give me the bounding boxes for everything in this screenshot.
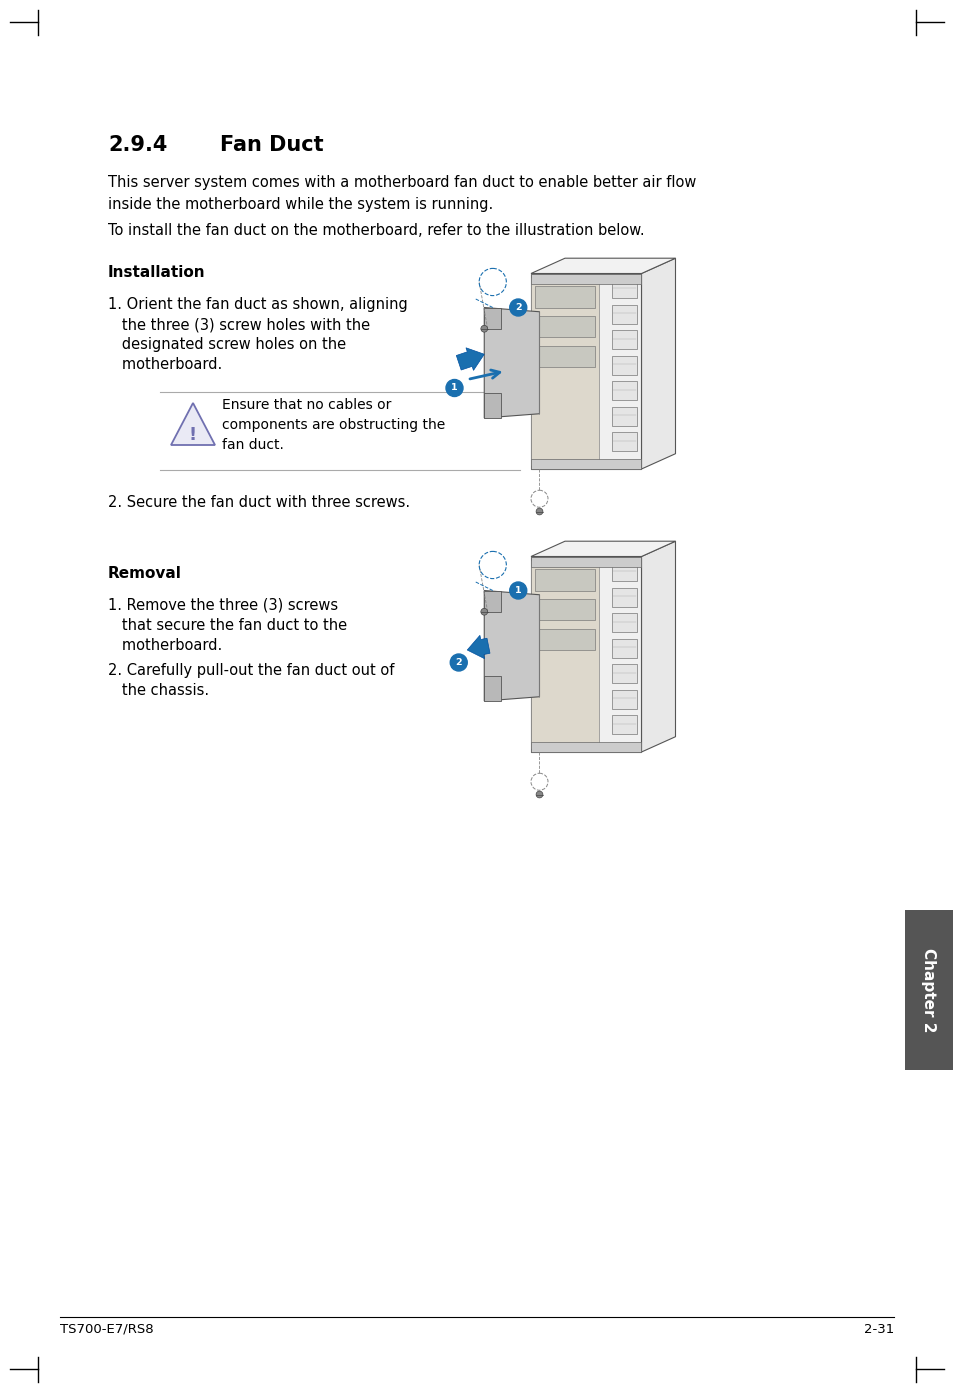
Bar: [611, 562, 637, 580]
Bar: [531, 278, 598, 465]
Bar: [531, 273, 640, 284]
Text: 2: 2: [455, 658, 461, 667]
Text: To install the fan duct on the motherboard, refer to the illustration below.: To install the fan duct on the motherboa…: [108, 223, 644, 238]
Bar: [611, 280, 637, 298]
Circle shape: [509, 299, 526, 316]
Bar: [535, 316, 594, 337]
Text: 1: 1: [515, 586, 521, 594]
Text: the three (3) screw holes with the: the three (3) screw holes with the: [108, 317, 370, 333]
Bar: [611, 587, 637, 607]
Text: Ensure that no cables or
components are obstructing the
fan duct.: Ensure that no cables or components are …: [222, 398, 445, 452]
Bar: [531, 557, 640, 567]
Circle shape: [536, 508, 542, 515]
Circle shape: [446, 380, 462, 397]
Bar: [531, 273, 640, 469]
Text: inside the motherboard while the system is running.: inside the motherboard while the system …: [108, 198, 493, 212]
Bar: [535, 629, 594, 650]
Text: This server system comes with a motherboard fan duct to enable better air flow: This server system comes with a motherbo…: [108, 175, 696, 189]
Bar: [535, 345, 594, 367]
Text: the chassis.: the chassis.: [108, 683, 209, 697]
Bar: [531, 557, 640, 752]
Text: Chapter 2: Chapter 2: [921, 948, 936, 1033]
Bar: [535, 287, 594, 308]
Bar: [904, 910, 953, 1070]
Bar: [611, 433, 637, 451]
Polygon shape: [484, 590, 539, 702]
Circle shape: [450, 654, 467, 671]
Bar: [531, 742, 640, 752]
Text: 2-31: 2-31: [862, 1322, 893, 1336]
Bar: [611, 614, 637, 632]
Text: 1. Orient the fan duct as shown, aligning: 1. Orient the fan duct as shown, alignin…: [108, 296, 407, 312]
Text: that secure the fan duct to the: that secure the fan duct to the: [108, 618, 347, 633]
Circle shape: [509, 582, 526, 599]
Text: Installation: Installation: [108, 264, 206, 280]
Bar: [611, 664, 637, 683]
Polygon shape: [484, 675, 500, 702]
Circle shape: [480, 608, 487, 615]
Polygon shape: [484, 308, 539, 418]
Polygon shape: [640, 258, 675, 469]
Bar: [611, 381, 637, 400]
Text: 1. Remove the three (3) screws: 1. Remove the three (3) screws: [108, 599, 337, 612]
Bar: [531, 561, 598, 748]
Bar: [535, 569, 594, 590]
Bar: [531, 459, 640, 469]
Text: designated screw holes on the: designated screw holes on the: [108, 337, 346, 352]
FancyArrow shape: [467, 635, 490, 658]
Text: motherboard.: motherboard.: [108, 638, 222, 653]
Bar: [611, 330, 637, 349]
Text: 2. Secure the fan duct with three screws.: 2. Secure the fan duct with three screws…: [108, 496, 410, 509]
Text: Fan Duct: Fan Duct: [220, 135, 323, 155]
Text: 2.9.4: 2.9.4: [108, 135, 167, 155]
Polygon shape: [484, 393, 500, 418]
Bar: [611, 305, 637, 324]
Polygon shape: [484, 590, 500, 611]
Text: 1: 1: [451, 384, 457, 393]
FancyArrow shape: [456, 348, 484, 370]
Text: 2: 2: [515, 303, 521, 312]
Text: Removal: Removal: [108, 567, 182, 580]
Polygon shape: [640, 541, 675, 752]
Bar: [611, 356, 637, 374]
Polygon shape: [171, 404, 214, 445]
Polygon shape: [531, 541, 675, 557]
Text: TS700-E7/RS8: TS700-E7/RS8: [60, 1322, 153, 1336]
Bar: [611, 690, 637, 709]
Polygon shape: [484, 308, 500, 329]
Circle shape: [480, 326, 487, 333]
Polygon shape: [531, 258, 675, 273]
Bar: [535, 599, 594, 621]
Bar: [611, 639, 637, 657]
Text: 2. Carefully pull-out the fan duct out of: 2. Carefully pull-out the fan duct out o…: [108, 663, 394, 678]
Circle shape: [536, 791, 542, 798]
Text: motherboard.: motherboard.: [108, 356, 222, 372]
Text: !: !: [189, 426, 197, 444]
Bar: [611, 715, 637, 734]
Bar: [611, 406, 637, 426]
